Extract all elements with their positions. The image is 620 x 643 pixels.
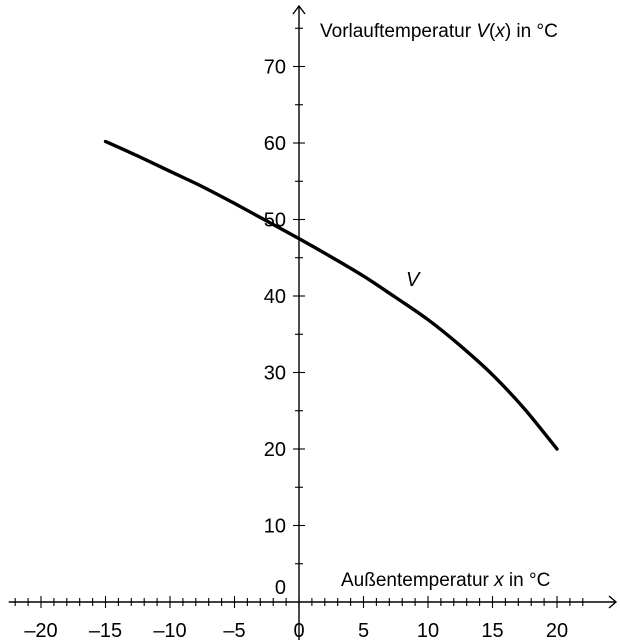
y-axis-title-var: V — [476, 21, 491, 42]
x-tick-label: –15 — [89, 620, 122, 642]
y-tick-label: 70 — [264, 57, 286, 79]
y-axis-title-var2: x — [494, 21, 506, 42]
axes — [8, 4, 618, 640]
y-tick-label: 50 — [264, 210, 286, 232]
y-axis-title-post: ) in °C — [505, 21, 558, 42]
x-axis-title: Außentemperatur x in °C — [341, 570, 550, 591]
x-tick-label: 0 — [293, 620, 304, 642]
x-tick-label: –20 — [24, 620, 57, 642]
y-axis-title-pre: Vorlauftemperatur — [320, 21, 476, 42]
x-tick-label: 15 — [481, 620, 503, 642]
y-tick-label: 0 — [275, 577, 286, 599]
y-axis-arrow — [292, 4, 306, 15]
series — [103, 139, 559, 451]
x-tick-label: –5 — [223, 620, 245, 642]
y-tick-label: 40 — [264, 286, 286, 308]
series-line-v — [103, 139, 559, 451]
x-axis-arrow — [608, 595, 618, 609]
x-axis-title-pre: Außentemperatur — [341, 570, 494, 591]
y-axis-title-mid: ( — [489, 21, 496, 42]
y-tick-label: 10 — [264, 516, 286, 538]
series-label-v: V — [406, 269, 421, 291]
x-axis-title-post: in °C — [504, 570, 551, 591]
x-axis-title-var: x — [493, 570, 505, 591]
x-tick-label: 20 — [546, 620, 568, 642]
y-tick-label: 20 — [264, 439, 286, 461]
x-tick-label: 10 — [417, 620, 439, 642]
y-tick-label: 60 — [264, 133, 286, 155]
x-tick-label: 5 — [358, 620, 369, 642]
x-tick-label: –10 — [153, 620, 186, 642]
ticks: –20 –15 –10 –5 0 5 10 15 20 0 10 20 30 40 50 60 70 — [14, 27, 584, 642]
y-tick-label: 30 — [264, 363, 286, 385]
y-axis-title: Vorlauftemperatur V(x) in °C — [320, 21, 558, 42]
